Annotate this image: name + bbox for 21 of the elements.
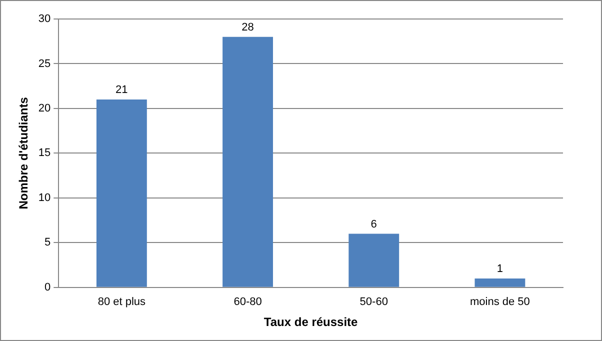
bar — [474, 278, 526, 287]
data-label: 28 — [242, 21, 254, 34]
bar — [96, 100, 147, 287]
y-tick-label: 5 — [44, 236, 51, 249]
y-tick-label: 25 — [38, 58, 51, 70]
y-tick-label: 30 — [38, 13, 51, 26]
x-tick-label: 50-60 — [360, 296, 388, 308]
bar — [348, 234, 400, 287]
data-label: 21 — [116, 84, 128, 96]
x-tick-label: moins de 50 — [470, 296, 530, 308]
y-tick-label: 0 — [44, 281, 51, 294]
y-tick-label: 20 — [38, 102, 51, 114]
x-tick-label: 80 et plus — [98, 296, 146, 308]
y-tick-label: 10 — [38, 192, 51, 204]
data-label: 6 — [370, 218, 377, 230]
y-axis-title: Nombre d'étudiants — [16, 96, 31, 210]
y-tick-label: 15 — [38, 147, 51, 160]
data-label: 1 — [496, 262, 504, 275]
bar — [222, 36, 273, 287]
x-tick-label: 60-80 — [234, 296, 262, 308]
x-axis-title: Taux de réussite — [264, 315, 358, 330]
